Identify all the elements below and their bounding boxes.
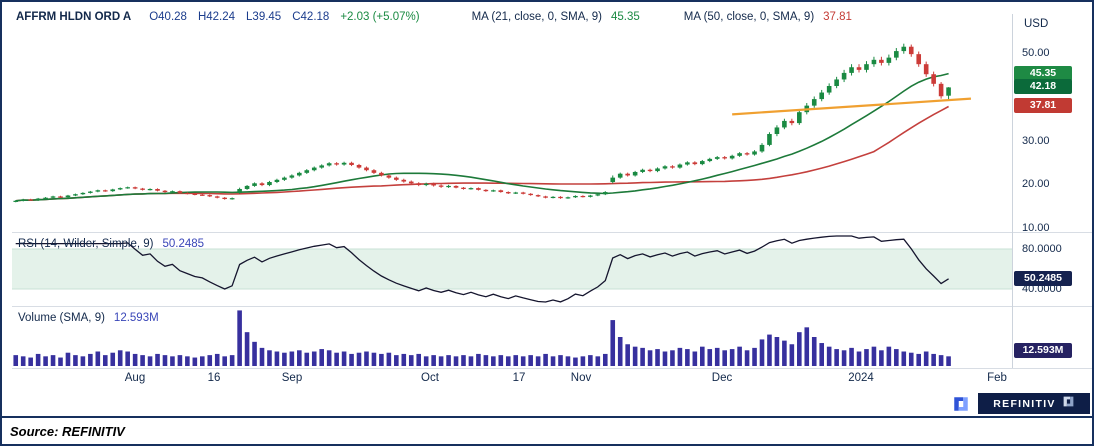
ma21-value: 45.35 <box>610 11 640 23</box>
axis-tick-label: 50.00 <box>1022 47 1050 60</box>
source-text: Source: REFINITIV <box>10 423 125 439</box>
ma21-label: MA (21, close, 0, SMA, 9) <box>471 11 602 23</box>
close-value: C42.18 <box>292 11 330 23</box>
refinitiv-brandbar-icon <box>1062 395 1075 413</box>
x-tick-17: 17 <box>512 372 526 384</box>
ma50-label: MA (50, close, 0, SMA, 9) <box>683 11 815 23</box>
rsi-value: 50.2485 <box>162 238 205 250</box>
price-chart[interactable] <box>12 38 1012 230</box>
chart-area: AFFRM HLDN ORD A O40.28 H42.24 L39.45 C4… <box>2 2 1092 416</box>
x-tick-oct: Oct <box>421 372 439 384</box>
time-axis: Aug 16 Sep Oct 17 Nov Dec 2024 Feb <box>2 372 1092 388</box>
volume-chart[interactable] <box>12 308 1012 366</box>
rsi-panel-label: RSI (14, Wilder, Simple, 9) 50.2485 <box>18 238 204 250</box>
x-tick-aug: Aug <box>124 372 146 384</box>
x-tick-2024: 2024 <box>848 372 874 384</box>
axis-badge: 12.593M <box>1014 342 1072 358</box>
refinitiv-wordmark: REFINITIV <box>993 397 1056 410</box>
x-tick-sep: Sep <box>281 372 303 384</box>
axis-tick-label: 40.0000 <box>1022 283 1062 295</box>
axis-separator <box>1012 14 1013 368</box>
x-tick-nov: Nov <box>570 372 592 384</box>
axis-tick-label: 30.00 <box>1022 134 1050 147</box>
axis-badge: 45.35 <box>1014 65 1072 81</box>
open-value: O40.28 <box>149 11 187 23</box>
rsi-chart[interactable] <box>12 234 1012 304</box>
x-tick-dec: Dec <box>711 372 733 384</box>
volume-label: Volume (SMA, 9) <box>18 312 105 324</box>
panel-separator <box>12 368 1092 369</box>
x-tick-16: 16 <box>207 372 221 384</box>
volume-panel-label: Volume (SMA, 9) 12.593M <box>18 312 159 324</box>
rsi-label: RSI (14, Wilder, Simple, 9) <box>18 238 154 250</box>
panel-separator <box>12 232 1092 233</box>
ma50-value: 37.81 <box>823 11 852 23</box>
source-row: Source: REFINITIV <box>2 416 1092 444</box>
low-value: L39.45 <box>246 11 282 23</box>
panel-separator <box>12 306 1092 307</box>
chart-header: AFFRM HLDN ORD A O40.28 H42.24 L39.45 C4… <box>16 11 1002 23</box>
refinitiv-logo-icon <box>952 395 970 413</box>
axis-badge: 50.2485 <box>1014 270 1072 286</box>
axis-tick-label: 20.00 <box>1022 178 1050 191</box>
change-value: +2.03 (+5.07%) <box>340 11 420 23</box>
currency-label: USD <box>1024 18 1049 30</box>
symbol-name: AFFRM HLDN ORD A <box>16 11 132 23</box>
axis-badge: 37.81 <box>1014 98 1072 114</box>
x-tick-feb: Feb <box>987 372 1007 384</box>
axis-tick-label: 80.0000 <box>1022 243 1062 255</box>
refinitiv-brand-bar: REFINITIV <box>978 393 1090 414</box>
high-value: H42.24 <box>197 11 236 23</box>
axis-badge: 42.18 <box>1014 79 1072 95</box>
volume-value: 12.593M <box>113 312 159 324</box>
